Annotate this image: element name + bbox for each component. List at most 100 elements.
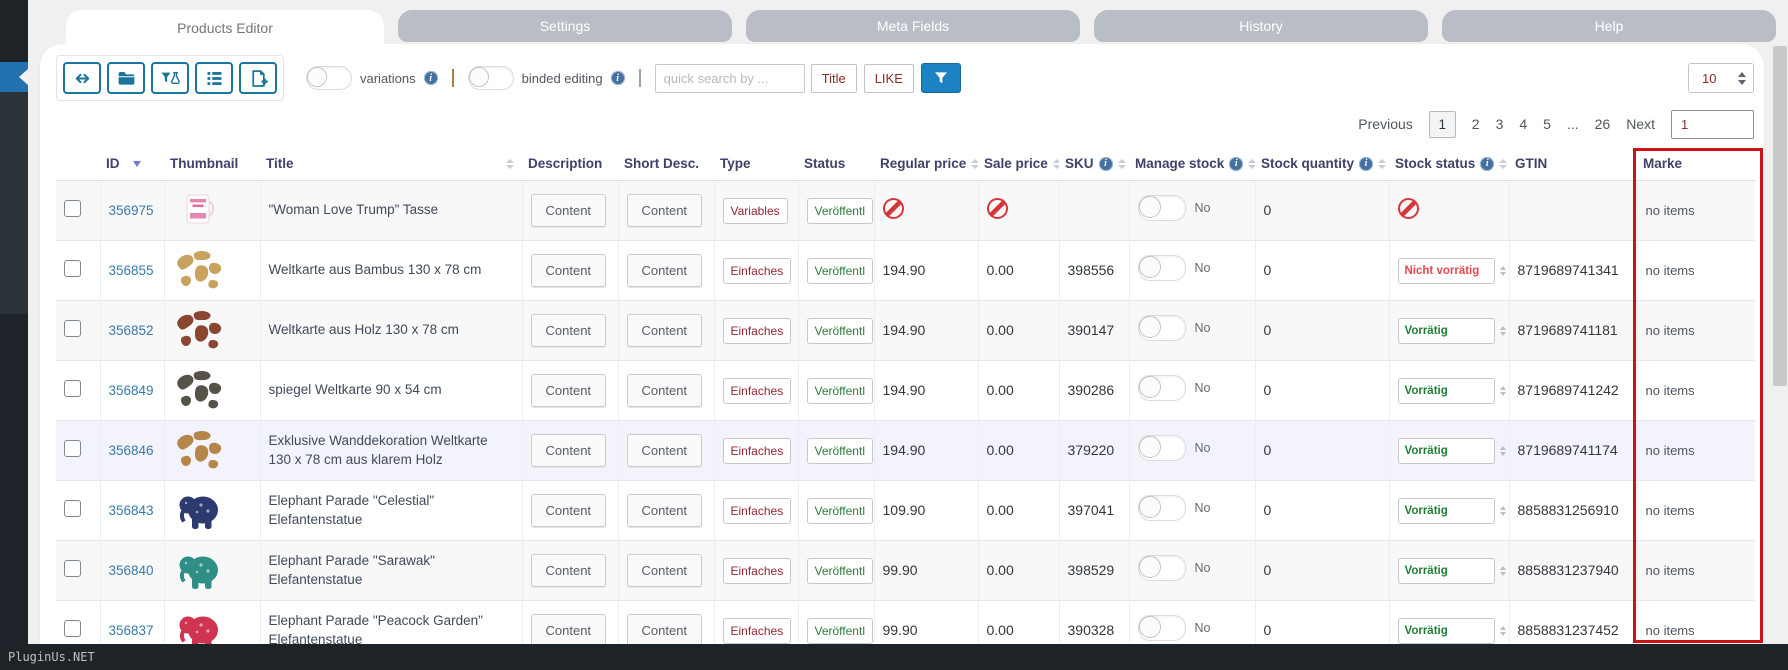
expand-columns-button[interactable]	[63, 62, 101, 94]
row-checkbox[interactable]	[64, 439, 81, 457]
product-thumbnail[interactable]	[173, 604, 227, 644]
stock-status-select[interactable]: Vorrätig	[1397, 617, 1495, 644]
sale-price-value[interactable]: 0.00	[986, 621, 1014, 638]
product-title[interactable]: Elephant Parade "Peacock Garden" Elefant…	[268, 613, 483, 644]
tab-meta-fields[interactable]: Meta Fields	[746, 10, 1080, 42]
pagination-next[interactable]: Next	[1626, 116, 1655, 132]
product-status-chip[interactable]: Veröffentl	[806, 617, 873, 644]
product-id-link[interactable]: 356837	[108, 622, 154, 638]
pagination-page-5[interactable]: 5	[1543, 116, 1551, 132]
manage-stock-toggle[interactable]	[1137, 555, 1186, 581]
sort-arrows-icon[interactable]	[1248, 158, 1255, 169]
description-content-button[interactable]: Content	[530, 254, 607, 287]
manage-stock-toggle[interactable]	[1137, 255, 1186, 281]
product-status-chip[interactable]: Veröffentl	[806, 197, 873, 224]
quick-search-input[interactable]	[654, 63, 805, 93]
row-checkbox[interactable]	[64, 319, 81, 337]
sale-price-value[interactable]: 0.00	[986, 441, 1014, 458]
column-header-id[interactable]: ID	[100, 147, 164, 181]
info-icon[interactable]: i	[1359, 156, 1374, 171]
gtin-value[interactable]: 8719689741181	[1517, 321, 1618, 338]
product-type-chip[interactable]: Einfaches	[722, 377, 792, 404]
stock-quantity-value[interactable]: 0	[1263, 261, 1272, 278]
description-content-button[interactable]: Content	[530, 314, 607, 347]
stock-quantity-value[interactable]: 0	[1263, 501, 1272, 518]
description-content-button[interactable]: Content	[530, 374, 607, 407]
product-type-chip[interactable]: Einfaches	[722, 617, 792, 644]
row-checkbox[interactable]	[64, 499, 81, 517]
column-header-regular_price[interactable]: Regular price	[874, 147, 978, 181]
gtin-value[interactable]: 8719689741341	[1517, 261, 1619, 278]
gtin-value[interactable]: 8858831256910	[1517, 501, 1619, 518]
pagination-page-2[interactable]: 2	[1471, 116, 1480, 132]
product-type-chip[interactable]: Einfaches	[722, 557, 792, 584]
regular-price-value[interactable]: 99.90	[882, 621, 918, 638]
manage-stock-toggle[interactable]	[1137, 195, 1186, 221]
regular-price-value[interactable]: 99.90	[882, 561, 918, 578]
sku-value[interactable]: 398556	[1067, 261, 1115, 278]
gtin-value[interactable]: 8858831237940	[1517, 561, 1619, 578]
product-thumbnail[interactable]	[173, 364, 227, 418]
stock-status-select[interactable]: Vorrätig	[1397, 317, 1495, 344]
product-title[interactable]: Weltkarte aus Holz 130 x 78 cm	[268, 322, 459, 338]
sku-value[interactable]: 390286	[1067, 381, 1115, 398]
sort-arrows-icon[interactable]	[1499, 158, 1508, 169]
pagination-page-26[interactable]: 26	[1594, 116, 1611, 132]
info-icon[interactable]: i	[610, 71, 625, 85]
product-title[interactable]: Weltkarte aus Bambus 130 x 78 cm	[268, 262, 482, 278]
manage-stock-toggle[interactable]	[1137, 615, 1186, 641]
pagination-previous[interactable]: Previous	[1358, 116, 1413, 132]
tab-help[interactable]: Help	[1442, 10, 1776, 42]
regular-price-value[interactable]: 194.90	[882, 381, 926, 398]
product-id-link[interactable]: 356849	[108, 382, 154, 398]
description-content-button[interactable]: Content	[530, 554, 607, 587]
filter-button[interactable]	[151, 62, 189, 94]
info-icon[interactable]: i	[1098, 156, 1113, 171]
product-status-chip[interactable]: Veröffentl	[806, 497, 873, 524]
sort-arrows-icon[interactable]	[971, 158, 978, 169]
column-header-manage_stock[interactable]: Manage stock i	[1129, 147, 1255, 181]
column-header-title[interactable]: Title	[260, 147, 522, 181]
search-field-button[interactable]: Title	[810, 63, 857, 93]
description-content-button[interactable]: Content	[530, 194, 607, 227]
stock-status-select[interactable]: Nicht vorrätig	[1397, 257, 1495, 284]
column-header-stock_quantity[interactable]: Stock quantity i	[1255, 147, 1389, 181]
product-status-chip[interactable]: Veröffentl	[806, 257, 873, 284]
stock-status-select[interactable]: Vorrätig	[1397, 557, 1495, 584]
page-size-select[interactable]: 10	[1688, 63, 1754, 93]
product-thumbnail[interactable]	[173, 244, 227, 298]
sidebar-active-menu-item[interactable]	[0, 62, 28, 92]
stock-status-select[interactable]: Vorrätig	[1397, 497, 1495, 524]
tab-history[interactable]: History	[1094, 10, 1428, 42]
short-desc-content-button[interactable]: Content	[626, 194, 703, 227]
sku-value[interactable]: 398529	[1067, 561, 1115, 578]
sale-price-value[interactable]: 0.00	[986, 381, 1014, 398]
sku-value[interactable]: 390147	[1067, 321, 1115, 338]
sku-value[interactable]: 397041	[1067, 501, 1115, 518]
sku-value[interactable]: 379220	[1067, 441, 1115, 458]
search-submit-button[interactable]	[920, 63, 961, 93]
stock-quantity-value[interactable]: 0	[1263, 381, 1272, 398]
list-view-button[interactable]	[195, 62, 233, 94]
add-product-button[interactable]	[239, 62, 277, 94]
regular-price-value[interactable]: 194.90	[882, 261, 926, 278]
gtin-value[interactable]: 8719689741174	[1517, 441, 1618, 458]
short-desc-content-button[interactable]: Content	[626, 434, 703, 467]
variations-toggle[interactable]	[306, 66, 352, 90]
product-status-chip[interactable]: Veröffentl	[806, 557, 873, 584]
manage-stock-toggle[interactable]	[1137, 375, 1186, 401]
stock-quantity-value[interactable]: 0	[1263, 201, 1272, 218]
gtin-value[interactable]: 8719689741242	[1517, 381, 1619, 398]
stock-quantity-value[interactable]: 0	[1263, 561, 1272, 578]
product-thumbnail[interactable]	[173, 304, 227, 358]
info-icon[interactable]: i	[423, 71, 438, 85]
row-checkbox[interactable]	[64, 259, 81, 277]
short-desc-content-button[interactable]: Content	[626, 254, 703, 287]
product-type-chip[interactable]: Einfaches	[722, 317, 792, 344]
column-header-stock_status[interactable]: Stock status i	[1389, 147, 1509, 181]
stock-status-select[interactable]: Vorrätig	[1397, 437, 1495, 464]
tab-settings[interactable]: Settings	[398, 10, 732, 42]
sale-price-value[interactable]: 0.00	[986, 561, 1014, 578]
open-folder-button[interactable]	[107, 62, 145, 94]
scrollbar-thumb[interactable]	[1773, 46, 1787, 386]
